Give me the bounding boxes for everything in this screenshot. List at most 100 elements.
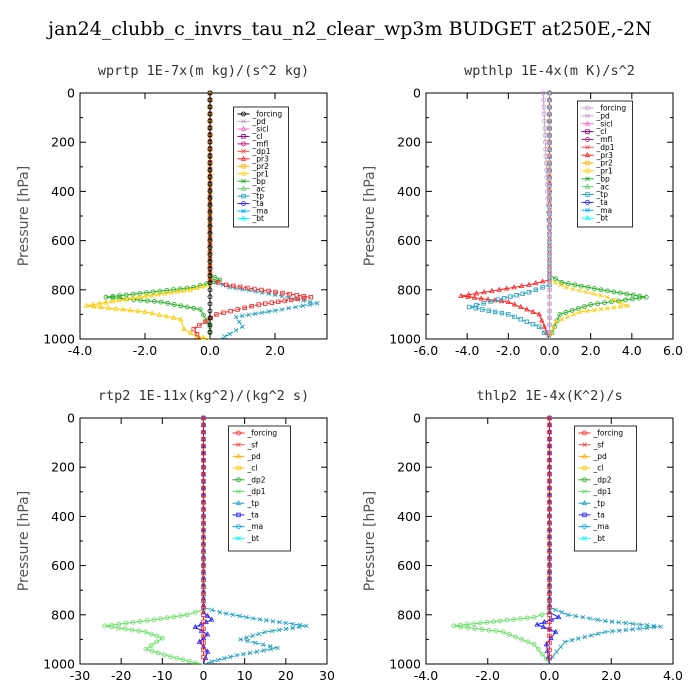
series-marker (284, 620, 289, 626)
series-marker (547, 514, 552, 519)
series-marker (254, 649, 260, 654)
x-tick-label: 0.0 (540, 668, 560, 683)
series-marker (164, 287, 170, 293)
series-marker (511, 301, 518, 307)
series-marker (242, 305, 247, 311)
series-marker (547, 175, 552, 180)
legend-entry: _ma (596, 206, 613, 215)
series-marker (547, 196, 552, 201)
series-marker (201, 563, 206, 568)
legend-entry: _dp1 (596, 143, 615, 152)
series-marker (266, 291, 271, 296)
series-marker (184, 304, 190, 310)
series-marker (221, 656, 227, 661)
legend-marker (236, 524, 241, 529)
series-marker (617, 290, 623, 296)
y-tick-label: 1000 (43, 657, 75, 672)
series-marker (290, 625, 295, 631)
x-tick-label: -10 (152, 668, 172, 683)
series-marker (506, 312, 511, 317)
legend-marker (240, 155, 247, 161)
series-marker (605, 306, 610, 311)
series-marker (585, 284, 591, 290)
legend-entry: _ta (252, 199, 264, 208)
legend-entry: _mfl (596, 135, 613, 144)
panel-2: wpthlp 1E-4x(m K)/s^2 Pressure [hPa] 0 200 4… (362, 63, 683, 358)
series-marker (256, 302, 261, 307)
series-marker (547, 182, 552, 187)
series-marker (592, 286, 597, 291)
series-marker (207, 174, 213, 180)
series-marker (155, 291, 161, 297)
series-marker (158, 616, 164, 622)
series-marker (486, 308, 491, 313)
x-tick-label: 10 (237, 668, 253, 683)
legend-marker (582, 442, 587, 447)
series-marker (504, 617, 510, 623)
series-marker (547, 619, 552, 625)
series-marker (576, 636, 581, 641)
series-marker (546, 567, 553, 573)
series-marker (547, 556, 552, 561)
series-marker (282, 298, 287, 304)
series-marker (547, 97, 552, 103)
series-marker (541, 97, 547, 103)
series-marker (602, 629, 608, 635)
series-marker (201, 514, 206, 519)
series-marker (201, 577, 206, 582)
x-tick-label: 2.0 (265, 343, 285, 358)
series-marker (565, 281, 571, 287)
series-line-tp (469, 93, 550, 340)
series-marker (605, 288, 610, 294)
series-marker (547, 90, 552, 96)
x-tick-label: 0 (200, 668, 208, 683)
series-marker (547, 238, 552, 243)
legend-entry: _ta (593, 511, 605, 520)
panel-title: wpthlp 1E-4x(m K)/s^2 (464, 63, 635, 79)
series-marker (200, 435, 207, 441)
series-marker (520, 291, 525, 296)
series-marker (148, 631, 154, 637)
series-marker (546, 491, 553, 497)
series-marker (209, 616, 215, 622)
y-axis-label: Pressure [hPa] (16, 491, 32, 591)
series-marker (524, 319, 530, 324)
series-marker (149, 648, 155, 654)
legend-marker (582, 465, 587, 471)
series-marker (500, 629, 506, 635)
series-marker (158, 299, 164, 305)
y-tick-label: 600 (51, 233, 75, 248)
series-marker (181, 326, 187, 332)
series-marker (171, 287, 176, 293)
x-tick-label: -2.0 (133, 343, 157, 358)
legend-entry: _pr2 (252, 162, 270, 171)
series-marker (616, 620, 622, 625)
series-marker (493, 628, 499, 634)
series-marker (547, 301, 552, 307)
series-marker (541, 104, 547, 110)
y-tick-label: 200 (51, 135, 75, 150)
series-marker (477, 620, 483, 626)
series-marker (207, 252, 213, 258)
legend-entry: _tp (596, 190, 609, 199)
legend-entry: _forcing (247, 429, 278, 438)
series-marker (202, 654, 209, 660)
series-marker (178, 613, 183, 619)
series-marker (565, 612, 571, 618)
series-marker (280, 290, 285, 296)
legend-marker (241, 171, 246, 177)
series-marker (272, 308, 278, 313)
series-marker (148, 292, 155, 298)
series-marker (200, 283, 207, 289)
series-marker (200, 567, 207, 573)
series-marker (595, 301, 601, 307)
series-marker (261, 648, 267, 653)
series-marker (129, 627, 135, 633)
series-marker (604, 294, 610, 300)
series-marker (144, 290, 149, 296)
series-marker (547, 224, 552, 229)
series-marker (207, 294, 213, 300)
series-marker (207, 167, 213, 173)
series-marker (302, 295, 307, 301)
series-marker (624, 291, 630, 297)
